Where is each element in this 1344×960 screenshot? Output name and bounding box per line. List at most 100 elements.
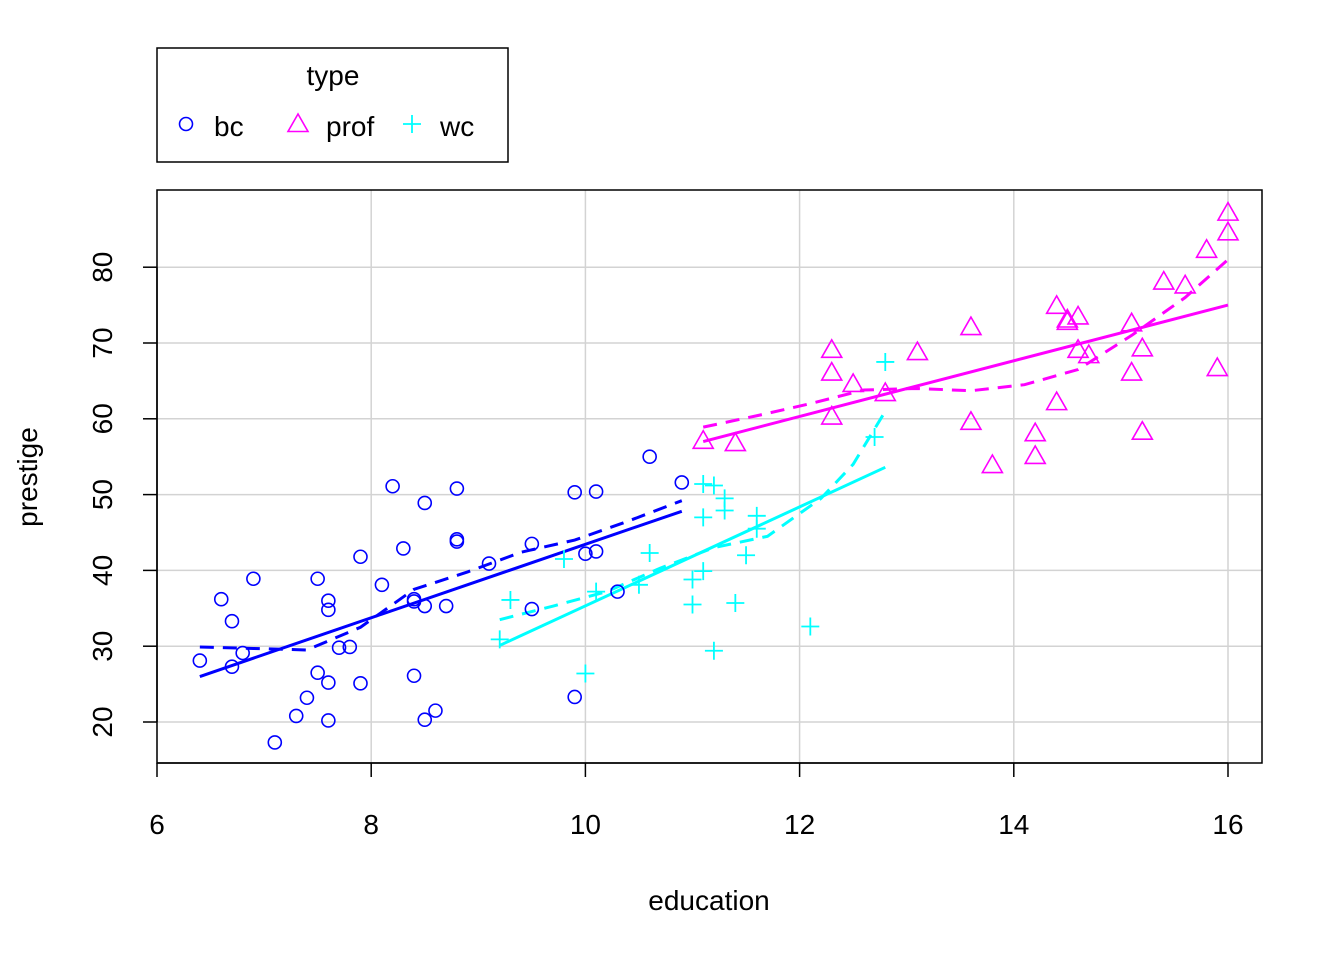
- y-tick-label: 60: [87, 403, 118, 434]
- wc-point: [747, 506, 766, 525]
- wc-point: [737, 546, 756, 565]
- bc-point: [396, 541, 411, 556]
- bc-point: [588, 484, 604, 499]
- wc-point: [554, 550, 573, 569]
- prof-point: [1066, 338, 1090, 359]
- prof-point: [1023, 444, 1047, 465]
- bc-point: [310, 571, 325, 587]
- legend-label-bc: bc: [214, 111, 244, 142]
- bc-point: [385, 478, 400, 494]
- prof-point: [820, 404, 844, 425]
- prof-point: [1055, 307, 1079, 328]
- prof-point: [1023, 421, 1047, 442]
- bc-point: [524, 601, 540, 617]
- legend-label-wc: wc: [439, 111, 474, 142]
- bc-point: [567, 689, 582, 705]
- bc-point: [481, 556, 497, 571]
- bc-point: [417, 598, 433, 614]
- bc-point: [267, 735, 283, 750]
- prof-point: [1120, 360, 1143, 381]
- bc-point: [417, 712, 433, 728]
- bc-point: [438, 598, 454, 614]
- bc-point: [213, 591, 229, 607]
- wc-point: [576, 664, 595, 683]
- wc-point: [865, 427, 884, 446]
- prof-point: [906, 340, 929, 361]
- bc-point: [610, 584, 625, 599]
- x-tick-label: 16: [1212, 809, 1243, 840]
- y-tick-label: 40: [87, 555, 118, 586]
- bc-point: [342, 639, 358, 655]
- bc-point: [374, 577, 390, 593]
- wc-point: [715, 501, 734, 520]
- bc-point: [192, 653, 208, 668]
- legend-marker-bc: [178, 116, 194, 132]
- prof-point: [1045, 390, 1069, 411]
- prof-point: [1077, 343, 1101, 364]
- y-tick-label: 80: [87, 252, 118, 283]
- x-axis: 6 8 10 12 14 16: [149, 762, 1244, 840]
- wc-point: [704, 641, 723, 660]
- prof-point: [723, 431, 747, 452]
- bc-point: [235, 645, 250, 661]
- x-tick-label: 8: [363, 809, 379, 840]
- bc-point: [299, 690, 315, 706]
- wc-point: [629, 575, 648, 594]
- prof-point: [1045, 294, 1069, 315]
- prof-point: [873, 381, 897, 402]
- bc-point: [288, 708, 304, 724]
- bc-point: [224, 613, 240, 629]
- y-tick-label: 30: [87, 631, 118, 662]
- x-tick-label: 10: [570, 809, 601, 840]
- prof-point: [1066, 304, 1090, 325]
- data-points: [192, 201, 1240, 750]
- wc-point: [876, 352, 895, 371]
- bc-point: [321, 593, 336, 609]
- prof-point: [1152, 269, 1176, 290]
- x-tick-label: 6: [149, 809, 165, 840]
- bc-point: [449, 532, 465, 547]
- bc-point: [524, 536, 540, 552]
- bc-point: [674, 475, 690, 490]
- wc-point: [704, 476, 723, 495]
- wc-point: [490, 630, 509, 649]
- wc-point: [683, 595, 702, 614]
- prof-point: [1130, 420, 1154, 440]
- y-tick-label: 20: [87, 706, 118, 737]
- x-tick-label: 14: [998, 809, 1029, 840]
- wc-point: [587, 582, 606, 601]
- bc-point: [642, 449, 657, 465]
- wc-point: [640, 543, 659, 562]
- fit-lines: [199, 258, 1229, 678]
- y-tick-label: 70: [87, 327, 118, 358]
- bc-point: [321, 602, 336, 618]
- prof-point: [1216, 220, 1240, 241]
- bc-point: [567, 485, 582, 500]
- prof-point: [981, 453, 1004, 474]
- legend-marker-prof: [286, 112, 310, 133]
- prof-point: [820, 360, 844, 381]
- bc-point: [588, 544, 604, 559]
- prof-point: [1055, 310, 1079, 331]
- prof-point: [1195, 238, 1218, 259]
- wc-point: [694, 474, 713, 493]
- bc-point: [310, 665, 325, 681]
- bc-point: [224, 659, 240, 674]
- prof-point: [959, 315, 983, 336]
- wc-smooth-fit: [499, 410, 887, 622]
- wc-point: [726, 593, 745, 612]
- prof-point: [1173, 273, 1197, 294]
- bc-point: [417, 495, 433, 511]
- prof-point: [691, 429, 715, 450]
- bc-point: [353, 549, 368, 565]
- bc-point: [321, 713, 336, 728]
- legend-entries: bc prof wc: [178, 111, 474, 142]
- prof-point: [820, 338, 844, 359]
- wc-point: [801, 617, 820, 636]
- x-tick-label: 12: [784, 809, 815, 840]
- y-axis: 20 30 40 50 60 70 80: [87, 252, 158, 738]
- legend: type bc prof wc: [156, 47, 509, 163]
- wc-point: [694, 562, 713, 581]
- prof-point: [959, 410, 983, 431]
- legend-title: type: [307, 60, 360, 91]
